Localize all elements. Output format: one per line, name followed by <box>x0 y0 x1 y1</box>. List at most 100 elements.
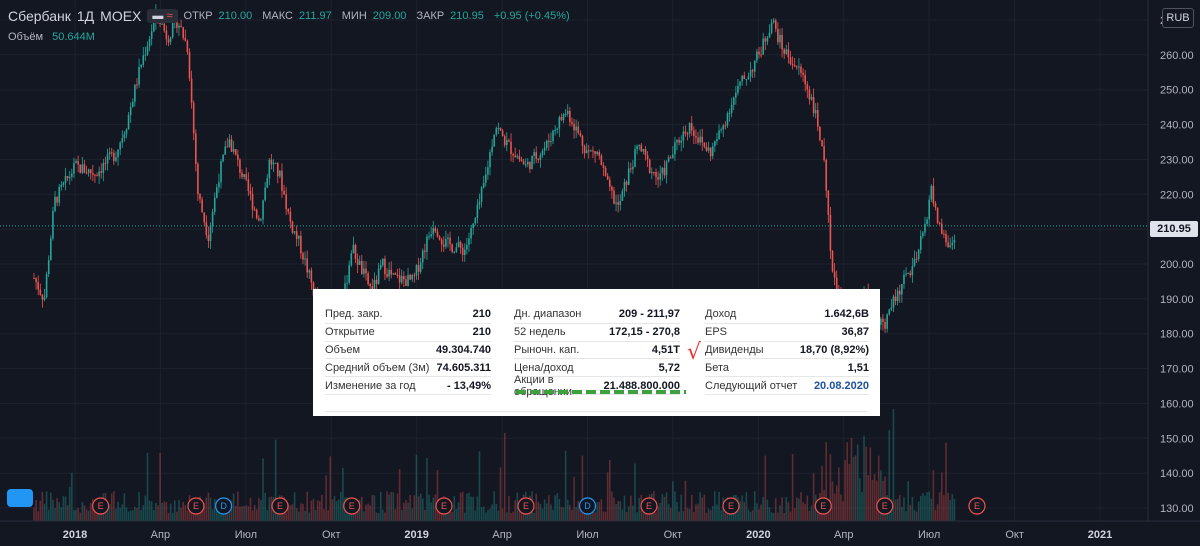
volume-bar <box>398 469 401 521</box>
candle-body <box>56 196 58 203</box>
candle-body <box>104 162 107 164</box>
candle-body <box>375 279 378 285</box>
volume-bar <box>421 498 424 521</box>
volume-bar <box>566 499 569 521</box>
candle-body <box>810 97 813 100</box>
volume-bar <box>852 456 855 521</box>
volume-bar <box>934 509 937 521</box>
volume-bar <box>770 512 773 521</box>
volume-bar <box>493 491 495 521</box>
candle-body <box>142 55 145 65</box>
currency-button[interactable]: RUB <box>1162 8 1194 28</box>
volume-bar <box>926 492 928 521</box>
candle-body <box>560 117 563 121</box>
volume-bar <box>308 512 311 521</box>
volume-bar <box>108 504 111 521</box>
volume-bar <box>711 505 714 521</box>
volume-bar <box>419 493 422 521</box>
volume-bar <box>342 467 344 521</box>
volume-bar <box>604 511 607 521</box>
x-tick-label: Июл <box>235 529 257 541</box>
volume-bar <box>627 506 630 521</box>
volume-bar <box>697 503 699 521</box>
candle-body <box>272 162 275 165</box>
volume-bar <box>58 502 61 521</box>
candle-body <box>953 240 956 243</box>
candle-body <box>434 228 437 232</box>
candle-body <box>890 307 893 310</box>
candle-body <box>138 66 140 85</box>
candle-body <box>720 129 722 131</box>
candle-body <box>491 146 493 153</box>
candle-body <box>728 113 731 115</box>
candle-body <box>798 66 800 68</box>
volume-bar <box>930 498 933 521</box>
candle-body <box>636 145 638 150</box>
volume-bar <box>501 508 504 521</box>
volume-bar <box>87 510 90 521</box>
volume-bar <box>669 507 672 521</box>
candle-body <box>943 233 945 235</box>
event-marker <box>271 497 289 515</box>
volume-bar <box>373 495 376 521</box>
symbol-name[interactable]: Сбербанк <box>8 8 71 24</box>
candle-body <box>289 211 292 222</box>
volume-bar <box>285 512 287 521</box>
volume-bar <box>800 492 802 521</box>
volume-bar <box>358 499 361 521</box>
next-report-link[interactable]: 20.08.2020 <box>813 379 869 392</box>
volume-bar <box>453 496 456 521</box>
volume-bar <box>951 493 954 521</box>
candle-body <box>569 110 571 122</box>
candle-body <box>711 146 714 157</box>
candle-body <box>827 190 830 215</box>
y-tick-label: 150.00 <box>1160 433 1194 445</box>
volume-bar <box>587 509 590 521</box>
volume-bar <box>213 499 216 521</box>
candle-body <box>50 238 52 261</box>
candle-body <box>527 161 529 165</box>
volume-bar <box>844 460 846 521</box>
tradingview-logo-icon[interactable] <box>7 489 33 507</box>
volume-bar <box>831 481 834 521</box>
candle-body <box>87 169 90 174</box>
candle-body <box>697 137 699 143</box>
candle-body <box>814 110 817 114</box>
volume-bar <box>171 512 174 521</box>
volume-bar <box>745 492 748 521</box>
candle-body <box>251 194 254 210</box>
candle-body <box>197 163 199 195</box>
candle-body <box>293 231 296 233</box>
event-marker <box>876 497 894 515</box>
eye-icon: ▬ <box>152 10 164 22</box>
candle-body <box>522 161 525 165</box>
volume-bar <box>369 505 372 521</box>
legend-toggle-button[interactable]: ▬ ≈ <box>147 9 178 23</box>
candle-body <box>695 136 697 138</box>
candle-body <box>398 275 401 283</box>
candle-body <box>192 102 195 134</box>
volume-bar <box>758 509 760 521</box>
candle-body <box>802 72 804 76</box>
candle-body <box>287 209 290 212</box>
volume-bar <box>329 456 332 521</box>
volume-bar <box>339 491 342 521</box>
candle-body <box>478 201 481 205</box>
event-marker-label: E <box>728 501 734 511</box>
candle-body <box>255 209 258 219</box>
candle-body <box>361 260 363 274</box>
volume-bar <box>264 492 266 521</box>
volume-bar <box>403 502 405 521</box>
volume-value: 50.644M <box>52 31 95 43</box>
candle-body <box>35 278 37 283</box>
candle-body <box>268 159 271 179</box>
candle-body <box>186 40 189 52</box>
candle-body <box>180 25 182 28</box>
candle-body <box>600 155 603 166</box>
candle-body <box>234 149 237 155</box>
volume-bar <box>638 498 640 521</box>
candle-body <box>466 244 468 250</box>
interval-label[interactable]: 1Д <box>76 8 95 24</box>
event-marker-label: E <box>523 501 529 511</box>
